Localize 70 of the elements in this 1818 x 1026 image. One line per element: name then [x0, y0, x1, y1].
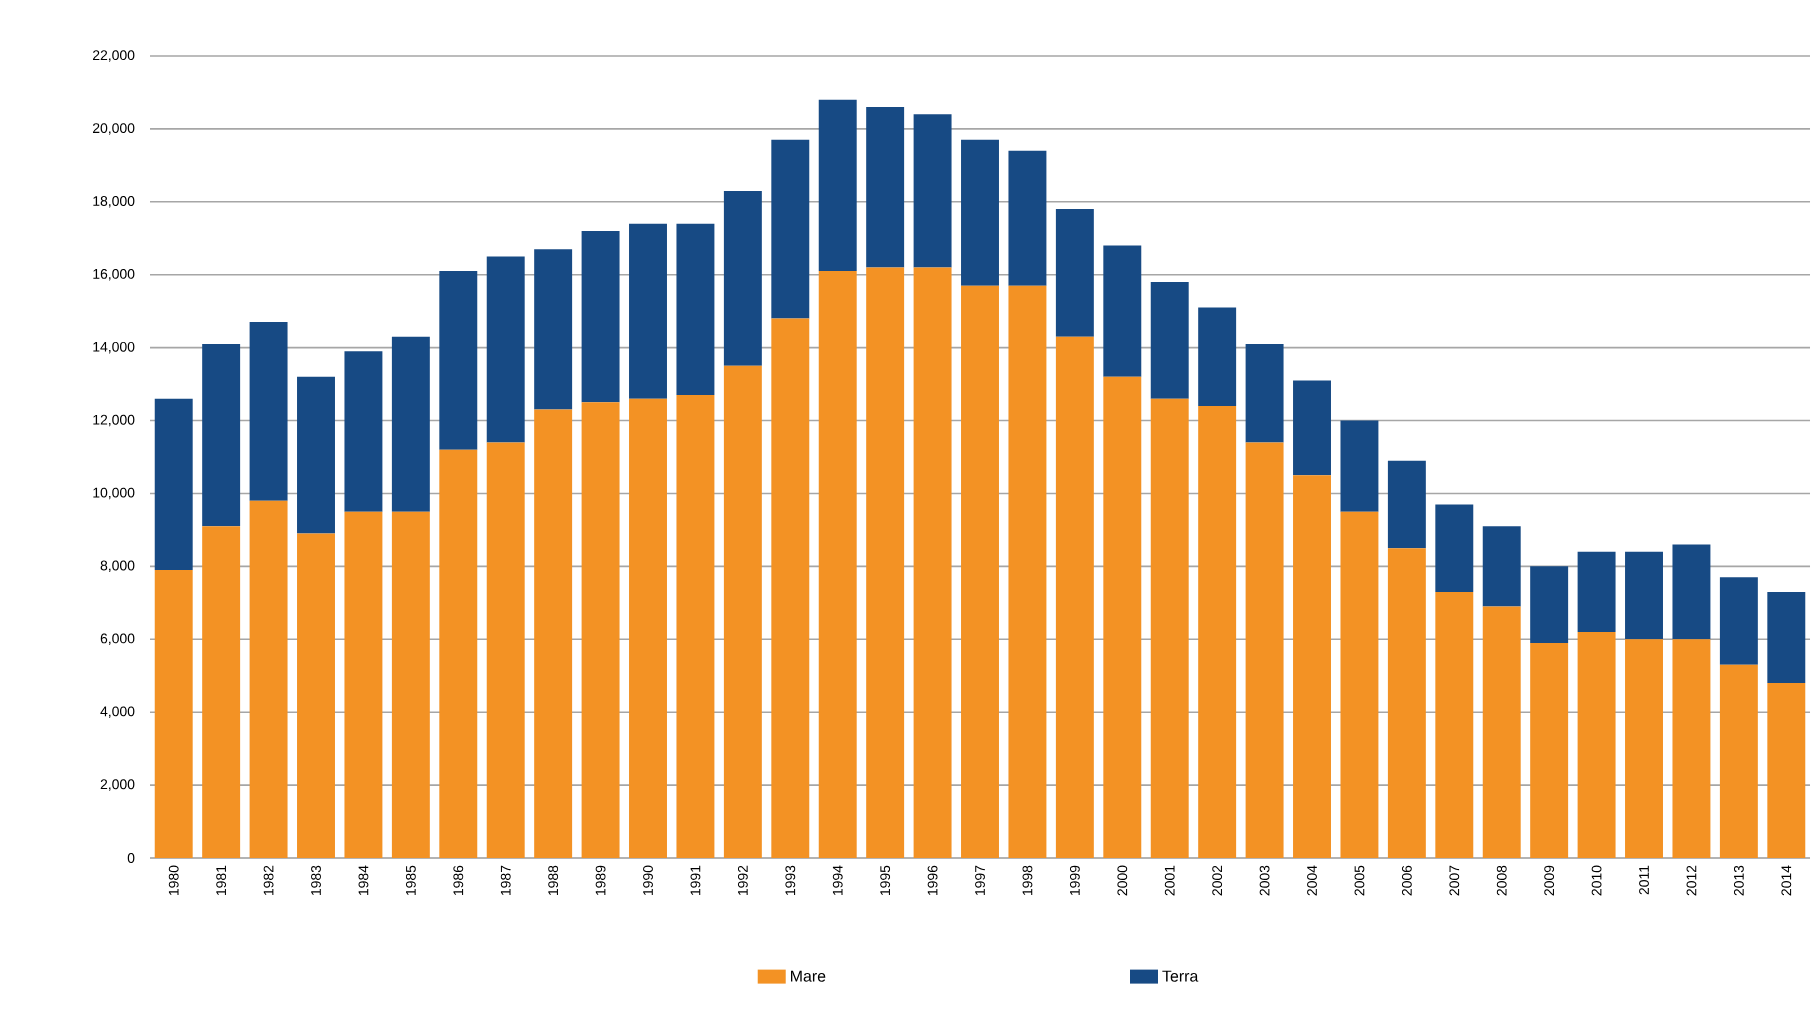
bar: [534, 249, 573, 410]
bar: [439, 271, 478, 450]
bar: [1625, 551, 1663, 640]
bar: [297, 533, 335, 858]
bar: [1150, 398, 1189, 858]
bar: [866, 107, 905, 268]
bar: [961, 139, 999, 286]
bar: [1577, 631, 1616, 858]
bar: [249, 500, 288, 858]
bar: [1103, 376, 1142, 858]
bar: [913, 267, 952, 858]
bar: [154, 398, 193, 571]
bar: [486, 442, 525, 858]
bar: [154, 570, 193, 858]
bar: [1482, 606, 1521, 858]
bar: [1719, 664, 1758, 858]
bar: [1293, 475, 1331, 858]
bar: [1008, 150, 1047, 286]
bar: [1482, 526, 1521, 607]
bar: [1245, 343, 1284, 443]
bar: [913, 114, 952, 268]
bar: [771, 139, 810, 319]
bar: [1767, 591, 1806, 684]
bar: [534, 409, 573, 858]
bar: [391, 336, 430, 512]
bar: [1387, 460, 1426, 549]
bar: [1719, 577, 1758, 665]
bar: [1530, 642, 1569, 858]
bar: [818, 99, 857, 272]
bar: [676, 395, 715, 858]
bar: [818, 271, 857, 858]
bar: [723, 190, 762, 366]
bar: [771, 318, 810, 858]
bar: [439, 449, 478, 858]
bar: [202, 343, 241, 527]
bar: [1530, 566, 1569, 643]
bar: [1672, 544, 1711, 640]
bar: [1198, 405, 1237, 858]
bar: [1150, 282, 1189, 399]
bar: [1055, 209, 1094, 337]
bar: [1198, 307, 1237, 406]
bar: [202, 526, 241, 858]
bar: [297, 376, 335, 534]
bar: [676, 223, 715, 396]
bar: [249, 322, 288, 501]
bar: [486, 256, 525, 443]
bar: [581, 230, 620, 403]
bar: [723, 365, 762, 858]
bar: [1103, 245, 1142, 377]
bar: [629, 398, 667, 858]
bar: [1245, 442, 1284, 858]
bar: [391, 511, 430, 858]
bar: [1435, 591, 1474, 858]
bar: [1055, 336, 1094, 858]
bar: [1625, 639, 1663, 858]
bar: [344, 351, 383, 512]
bar: [1340, 511, 1379, 858]
bar: [961, 285, 999, 858]
bar: [1435, 504, 1474, 592]
bar: [1672, 639, 1711, 858]
bar: [629, 223, 667, 399]
bar: [581, 402, 620, 858]
bar: [1767, 683, 1806, 858]
bar: [1293, 380, 1331, 476]
bar: [866, 267, 905, 858]
bar: [344, 511, 383, 858]
bar: [1577, 551, 1616, 632]
bar: [1340, 420, 1379, 512]
bar: [1387, 548, 1426, 858]
bar: [1008, 285, 1047, 858]
